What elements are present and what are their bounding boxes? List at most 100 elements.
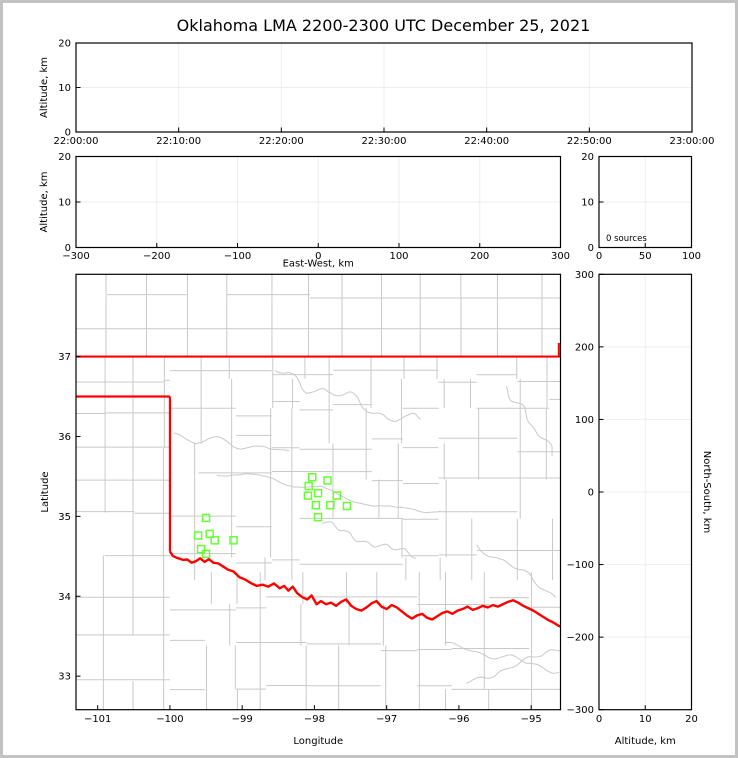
lma-station-marker bbox=[323, 476, 332, 485]
ns-xlabel: Altitude, km bbox=[615, 736, 676, 747]
axis-text: 50 bbox=[639, 251, 652, 262]
axis-text: −100 bbox=[567, 560, 594, 571]
axis-text: 23:00:00 bbox=[670, 136, 715, 147]
lma-station-marker bbox=[342, 501, 352, 511]
axis-text: −99 bbox=[232, 714, 253, 725]
axis-text: −98 bbox=[304, 714, 325, 725]
axis-text: Latitude bbox=[40, 471, 51, 512]
axis-text: 37 bbox=[58, 352, 71, 363]
source-count-annotation: 0 sources bbox=[606, 234, 647, 244]
map-stations bbox=[193, 472, 352, 559]
axis-text: 300 bbox=[551, 251, 570, 262]
axis-text: 10 bbox=[581, 198, 594, 209]
lma-station-marker bbox=[303, 491, 313, 500]
lma-station-marker bbox=[196, 544, 206, 554]
map-state-border bbox=[76, 343, 561, 628]
axis-text: Altitude, km bbox=[615, 736, 676, 747]
axis-text: 0 sources bbox=[606, 234, 647, 244]
map-content bbox=[76, 274, 561, 710]
map-xlabel: Longitude bbox=[293, 736, 343, 747]
axis-text: East-West, km bbox=[283, 259, 354, 270]
axis-text: −100 bbox=[156, 714, 183, 725]
lma-station-marker bbox=[201, 513, 211, 523]
axis-text: North-South, km bbox=[701, 451, 712, 534]
axis-text: 0 bbox=[588, 488, 594, 499]
axis-text: −300 bbox=[62, 251, 89, 262]
plot-title: Oklahoma LMA 2200-2300 UTC December 25, … bbox=[176, 16, 591, 35]
axis-text: 0 bbox=[315, 251, 321, 262]
panel-altitude-time: 22:00:00 22:10:00 22:20:00 22:30:00 22:40:00… bbox=[39, 39, 714, 148]
lma-multipanel-plot: 22:00:00 22:10:00 22:20:00 22:30:00 22:40:00… bbox=[39, 39, 714, 748]
axis-text: 20 bbox=[58, 39, 71, 50]
ns-tick-labels: 0 10 20 −300 −200 −100 0 100 200 300 bbox=[567, 270, 698, 725]
map-ylabel: Latitude bbox=[40, 471, 51, 512]
axis-text: 20 bbox=[685, 714, 698, 725]
axis-text: 100 bbox=[575, 415, 594, 426]
panel-northsouth-altitude: 0 10 20 −300 −200 −100 0 100 200 300 Altitude, km N… bbox=[567, 270, 712, 747]
axis-text: 200 bbox=[470, 251, 489, 262]
axis-text: 0 bbox=[596, 714, 602, 725]
axis-text: 33 bbox=[58, 672, 71, 683]
axis-text: 20 bbox=[58, 152, 71, 163]
map-county-lines bbox=[76, 274, 561, 710]
axis-text: −95 bbox=[521, 714, 542, 725]
panel-source-histogram: 0 50 100 0 10 20 0 sources bbox=[581, 152, 701, 262]
ew-axis-tick-labels: −300 −200 −100 0 100 200 300 0 10 20 bbox=[58, 152, 570, 262]
axis-text: 200 bbox=[575, 342, 594, 353]
axis-text: −200 bbox=[567, 633, 594, 644]
panel-altitude-eastwest: −300 −200 −100 0 100 200 300 0 10 20 East-West, km… bbox=[39, 152, 570, 270]
axis-text: 35 bbox=[58, 512, 71, 523]
axis-text: 22:50:00 bbox=[567, 136, 612, 147]
axis-text: Longitude bbox=[293, 736, 343, 747]
lma-station-marker bbox=[311, 500, 321, 510]
axis-text: Altitude, km bbox=[39, 57, 50, 118]
axis-text: 300 bbox=[575, 270, 594, 281]
axis-text: −300 bbox=[567, 705, 594, 716]
axis-text: −100 bbox=[224, 251, 251, 262]
axis-text: 0 bbox=[65, 128, 71, 139]
axis-text: 0 bbox=[596, 251, 602, 262]
altitude-axis-label: Altitude, km bbox=[39, 57, 50, 118]
axis-text: 22:10:00 bbox=[156, 136, 201, 147]
red-river-border bbox=[168, 550, 561, 628]
ns-ylabel-right: North-South, km bbox=[701, 451, 712, 534]
axis-text: Altitude, km bbox=[39, 172, 50, 233]
axis-text: 22:00:00 bbox=[54, 136, 99, 147]
axis-text: 0 bbox=[65, 243, 71, 254]
lma-station-marker bbox=[193, 531, 203, 540]
axis-text: 100 bbox=[389, 251, 408, 262]
lma-station-marker bbox=[201, 549, 211, 559]
map-river-lines bbox=[173, 370, 561, 684]
altitude-axis-label-2: Altitude, km bbox=[39, 172, 50, 233]
panel-frame bbox=[75, 273, 562, 711]
axis-text: 22:40:00 bbox=[464, 136, 509, 147]
lma-station-marker bbox=[304, 481, 313, 491]
axis-text: 20 bbox=[581, 152, 594, 163]
axis-text: 100 bbox=[682, 251, 701, 262]
axis-text: 34 bbox=[58, 592, 71, 603]
ew-axis-label: East-West, km bbox=[283, 259, 354, 270]
axis-text: 22:30:00 bbox=[362, 136, 407, 147]
map-tick-labels: −101 −100 −99 −98 −97 −96 −95 33 34 35 36 37 bbox=[58, 352, 541, 725]
panel-map: −101 −100 −99 −98 −97 −96 −95 33 34 35 36 37 Longitu… bbox=[40, 273, 562, 747]
lma-station-marker bbox=[332, 491, 342, 500]
axis-text: 10 bbox=[58, 83, 71, 94]
lma-station-marker bbox=[326, 500, 335, 510]
time-axis-tick-labels: 22:00:00 22:10:00 22:20:00 22:30:00 22:40:00… bbox=[54, 39, 715, 148]
axis-text: −96 bbox=[448, 714, 469, 725]
hist-tick-labels: 0 50 100 0 10 20 bbox=[581, 152, 701, 262]
axis-text: 22:20:00 bbox=[259, 136, 304, 147]
axis-text: 10 bbox=[639, 714, 652, 725]
axis-text: 10 bbox=[58, 198, 71, 209]
lma-station-marker bbox=[205, 529, 214, 539]
axis-text: −97 bbox=[376, 714, 397, 725]
lma-station-marker bbox=[313, 488, 323, 498]
axis-text: −200 bbox=[143, 251, 170, 262]
lma-station-marker bbox=[313, 512, 323, 522]
axis-text: 36 bbox=[58, 432, 71, 443]
axis-text: −101 bbox=[84, 714, 111, 725]
lma-station-marker bbox=[210, 536, 219, 545]
lma-station-marker bbox=[229, 536, 238, 545]
lma-station-marker bbox=[308, 472, 317, 482]
